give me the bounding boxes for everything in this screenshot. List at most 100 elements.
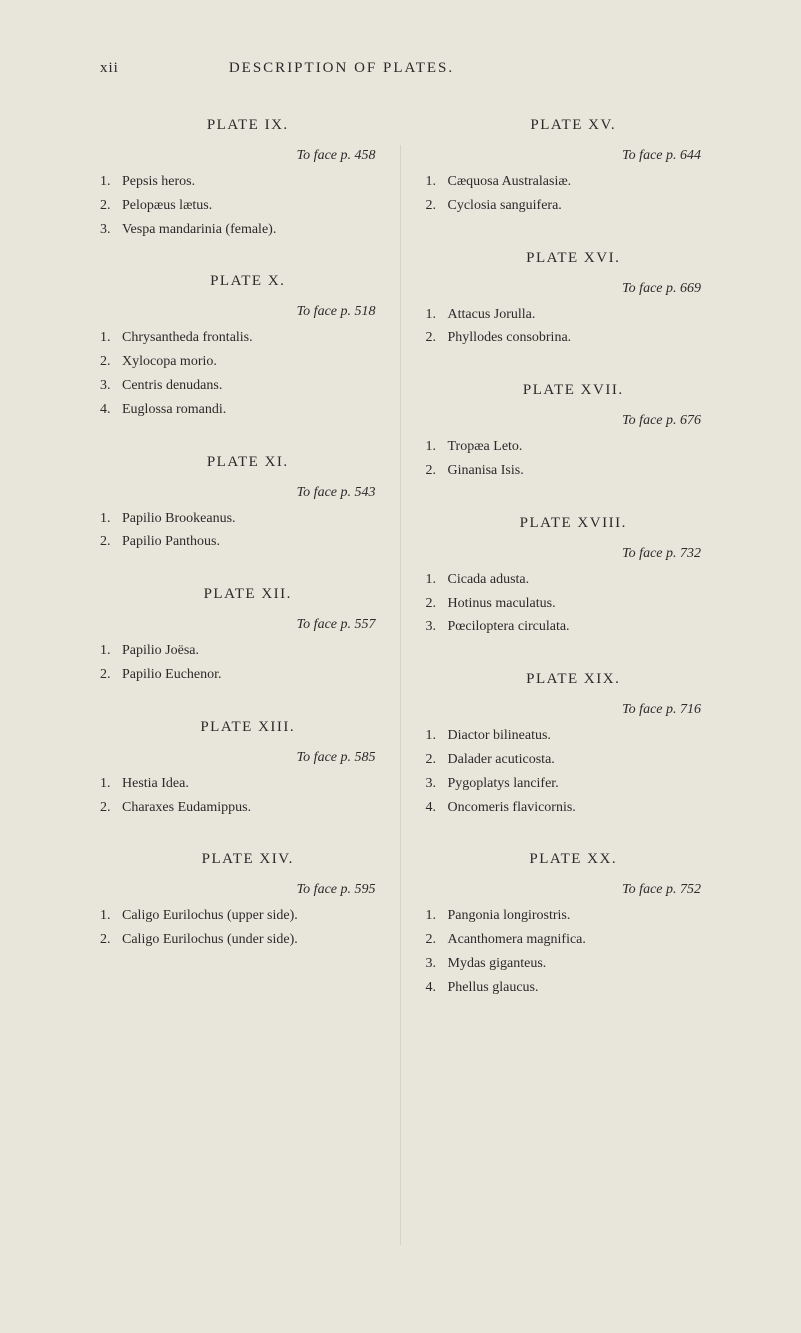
plate-entry: 1.Attacus Jorulla. bbox=[426, 303, 722, 327]
column-divider bbox=[400, 145, 401, 1245]
entry-number: 1. bbox=[100, 904, 122, 928]
plate-entry: 2.Xylocopa morio. bbox=[100, 350, 396, 374]
entry-text: Hotinus maculatus. bbox=[448, 592, 722, 616]
plate-entry: 2.Acanthomera magnifica. bbox=[426, 928, 722, 952]
entry-number: 1. bbox=[426, 435, 448, 459]
plate-section: PLATE IX.To face p. 4581.Pepsis heros.2.… bbox=[100, 117, 396, 241]
entry-number: 4. bbox=[100, 398, 122, 422]
plate-entry: 2.Papilio Euchenor. bbox=[100, 663, 396, 687]
face-reference: To face p. 543 bbox=[100, 485, 396, 501]
entry-text: Cyclosia sanguifera. bbox=[448, 194, 722, 218]
page-header: xii DESCRIPTION OF PLATES. bbox=[100, 60, 721, 77]
plate-section: PLATE XIII.To face p. 5851.Hestia Idea.2… bbox=[100, 719, 396, 820]
entry-number: 1. bbox=[426, 904, 448, 928]
entry-number: 1. bbox=[426, 303, 448, 327]
entry-number: 2. bbox=[100, 350, 122, 374]
entry-text: Phellus glaucus. bbox=[448, 976, 722, 1000]
entry-number: 1. bbox=[426, 724, 448, 748]
entry-text: Mydas giganteus. bbox=[448, 952, 722, 976]
plate-title: PLATE X. bbox=[100, 273, 396, 290]
entry-number: 1. bbox=[100, 170, 122, 194]
entry-number: 2. bbox=[426, 928, 448, 952]
plate-section: PLATE XII.To face p. 5571.Papilio Joësa.… bbox=[100, 586, 396, 687]
plate-section: PLATE X.To face p. 5181.Chrysantheda fro… bbox=[100, 273, 396, 421]
face-reference: To face p. 676 bbox=[426, 413, 722, 429]
entry-number: 1. bbox=[426, 170, 448, 194]
plate-entry: 1.Pepsis heros. bbox=[100, 170, 396, 194]
plate-title: PLATE XVII. bbox=[426, 382, 722, 399]
entry-text: Papilio Panthous. bbox=[122, 530, 396, 554]
plate-title: PLATE XIV. bbox=[100, 851, 396, 868]
face-reference: To face p. 716 bbox=[426, 702, 722, 718]
entry-text: Dalader acuticosta. bbox=[448, 748, 722, 772]
entry-text: Cæquosa Australasiæ. bbox=[448, 170, 722, 194]
plate-entry: 3.Mydas giganteus. bbox=[426, 952, 722, 976]
entry-text: Oncomeris flavicornis. bbox=[448, 796, 722, 820]
plate-section: PLATE XIX.To face p. 7161.Diactor biline… bbox=[426, 671, 722, 819]
entry-number: 1. bbox=[100, 639, 122, 663]
plate-entry: 1.Tropæa Leto. bbox=[426, 435, 722, 459]
plate-entry: 1.Papilio Joësa. bbox=[100, 639, 396, 663]
plate-title: PLATE XVIII. bbox=[426, 515, 722, 532]
entry-number: 4. bbox=[426, 796, 448, 820]
face-reference: To face p. 458 bbox=[100, 148, 396, 164]
entry-number: 2. bbox=[426, 459, 448, 483]
entry-text: Diactor bilineatus. bbox=[448, 724, 722, 748]
entry-text: Vespa mandarinia (female). bbox=[122, 218, 396, 242]
plate-title: PLATE XX. bbox=[426, 851, 722, 868]
plate-title: PLATE XII. bbox=[100, 586, 396, 603]
entry-text: Caligo Eurilochus (under side). bbox=[122, 928, 396, 952]
entry-text: Hestia Idea. bbox=[122, 772, 396, 796]
entry-text: Centris denudans. bbox=[122, 374, 396, 398]
entry-number: 3. bbox=[100, 218, 122, 242]
header-title: DESCRIPTION OF PLATES. bbox=[229, 60, 454, 77]
entry-text: Phyllodes consobrina. bbox=[448, 326, 722, 350]
plate-title: PLATE XVI. bbox=[426, 250, 722, 267]
entry-text: Pelopæus lætus. bbox=[122, 194, 396, 218]
entry-text: Pygoplatys lancifer. bbox=[448, 772, 722, 796]
entry-text: Papilio Joësa. bbox=[122, 639, 396, 663]
plate-entry: 4.Euglossa romandi. bbox=[100, 398, 396, 422]
plate-entry: 3.Vespa mandarinia (female). bbox=[100, 218, 396, 242]
plate-entry: 3.Pœciloptera circulata. bbox=[426, 615, 722, 639]
entry-text: Papilio Brookeanus. bbox=[122, 507, 396, 531]
entry-text: Tropæa Leto. bbox=[448, 435, 722, 459]
entry-number: 2. bbox=[100, 530, 122, 554]
plate-entry: 4.Phellus glaucus. bbox=[426, 976, 722, 1000]
entry-text: Ginanisa Isis. bbox=[448, 459, 722, 483]
plate-section: PLATE XX.To face p. 7521.Pangonia longir… bbox=[426, 851, 722, 999]
face-reference: To face p. 732 bbox=[426, 546, 722, 562]
plate-section: PLATE XI. To face p. 543 1.Papilio Brookea… bbox=[100, 454, 396, 555]
plate-section: PLATE XVIII. To face p. 732 1.Cicada adust… bbox=[426, 515, 722, 639]
entry-number: 1. bbox=[100, 326, 122, 350]
plate-title: PLATE XIII. bbox=[100, 719, 396, 736]
plate-entry: 2.Papilio Panthous. bbox=[100, 530, 396, 554]
entry-number: 1. bbox=[426, 568, 448, 592]
plate-section: PLATE XV.To face p. 6441.Cæquosa Austral… bbox=[426, 117, 722, 218]
plate-section: PLATE XVI.To face p. 6691.Attacus Jorull… bbox=[426, 250, 722, 351]
entry-number: 3. bbox=[426, 772, 448, 796]
plate-entry: 4.Oncomeris flavicornis. bbox=[426, 796, 722, 820]
left-column: PLATE IX.To face p. 4581.Pepsis heros.2.… bbox=[100, 117, 396, 1032]
plate-entry: 1.Pangonia longirostris. bbox=[426, 904, 722, 928]
plate-entry: 3.Pygoplatys lancifer. bbox=[426, 772, 722, 796]
entry-text: Pœciloptera circulata. bbox=[448, 615, 722, 639]
face-reference: To face p. 595 bbox=[100, 882, 396, 898]
entry-number: 4. bbox=[426, 976, 448, 1000]
plate-entry: 1.Papilio Brookeanus. bbox=[100, 507, 396, 531]
plate-entry: 2.Dalader acuticosta. bbox=[426, 748, 722, 772]
entry-number: 2. bbox=[100, 928, 122, 952]
plate-entry: 3.Centris denudans. bbox=[100, 374, 396, 398]
entry-text: Charaxes Eudamippus. bbox=[122, 796, 396, 820]
entry-number: 2. bbox=[426, 194, 448, 218]
plate-section: PLATE XVII. To face p. 676 1.Tropæa Leto.2… bbox=[426, 382, 722, 483]
plate-entry: 2.Caligo Eurilochus (under side). bbox=[100, 928, 396, 952]
entry-number: 1. bbox=[100, 772, 122, 796]
entry-text: Cicada adusta. bbox=[448, 568, 722, 592]
entry-text: Xylocopa morio. bbox=[122, 350, 396, 374]
entry-text: Attacus Jorulla. bbox=[448, 303, 722, 327]
plate-title: PLATE XI. bbox=[100, 454, 396, 471]
entry-text: Chrysantheda frontalis. bbox=[122, 326, 396, 350]
entry-text: Acanthomera magnifica. bbox=[448, 928, 722, 952]
columns-wrapper: PLATE IX.To face p. 4581.Pepsis heros.2.… bbox=[100, 117, 721, 1032]
